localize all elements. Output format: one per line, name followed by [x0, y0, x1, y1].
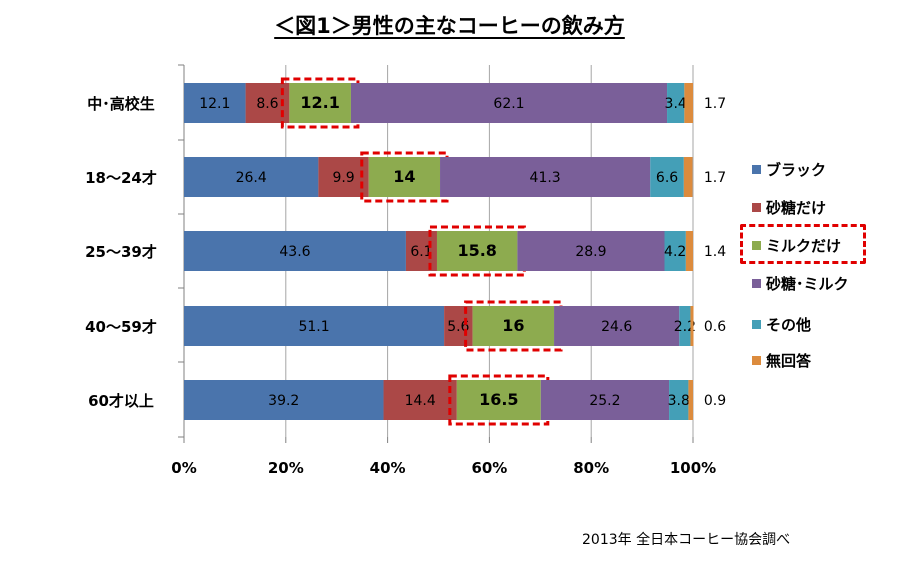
data-label: 43.6 — [279, 244, 310, 260]
legend-highlight-box — [740, 224, 866, 264]
data-label: 12.1 — [199, 96, 230, 112]
legend-swatch-sugar-milk — [752, 279, 761, 288]
data-label: 4.2 — [664, 244, 686, 260]
bar-segment — [368, 157, 441, 197]
bar-segment — [669, 380, 689, 420]
legend-label-other: その他 — [766, 316, 812, 334]
data-label: 41.3 — [530, 170, 561, 186]
data-label: 6.6 — [656, 170, 678, 186]
x-tick-label: 0% — [171, 459, 196, 477]
bar-segment — [683, 157, 693, 197]
bar-segment — [184, 380, 384, 420]
data-label: 62.1 — [493, 96, 524, 112]
bar-segment — [684, 83, 693, 123]
data-label: 25.2 — [589, 393, 620, 409]
highlight-box — [360, 151, 449, 203]
data-label: 6.1 — [410, 244, 432, 260]
highlight-box — [464, 300, 563, 352]
bar-segment — [440, 157, 651, 197]
x-tick-label: 20% — [268, 459, 304, 477]
data-label: 16.5 — [479, 390, 518, 409]
legend-label-sugar-milk: 砂糖･ミルク — [766, 275, 849, 293]
source-note: 2013年 全日本コーヒー協会調べ — [582, 532, 791, 548]
highlight-box — [428, 225, 526, 277]
bar-segment — [685, 231, 693, 271]
data-label: 9.9 — [332, 170, 354, 186]
legend-swatch-no-answer — [752, 356, 761, 365]
bar-segment — [383, 380, 457, 420]
data-label: 51.1 — [298, 319, 329, 335]
data-label: 24.6 — [601, 319, 632, 335]
data-label: 14 — [393, 167, 415, 186]
bar-segment — [184, 231, 406, 271]
legend-label-black: ブラック — [766, 161, 827, 179]
bar-segment — [436, 231, 518, 271]
data-label: 5.6 — [447, 319, 469, 335]
bar-segment — [289, 83, 351, 123]
bar-segment — [456, 380, 541, 420]
bar-segment — [554, 306, 680, 346]
data-label: 3.8 — [668, 393, 690, 409]
bar-segment — [184, 83, 246, 123]
bar-segment — [517, 231, 665, 271]
data-label: 1.7 — [704, 170, 726, 186]
data-label: 12.1 — [300, 93, 339, 112]
data-label: 1.7 — [704, 96, 726, 112]
legend-swatch-milk — [752, 241, 761, 250]
bar-segment — [690, 306, 694, 346]
bar-segment — [650, 157, 684, 197]
bar-segment — [350, 83, 668, 123]
x-tick-label: 40% — [370, 459, 406, 477]
legend-swatch-sugar — [752, 203, 761, 212]
category-label: 40～59才 — [85, 318, 157, 336]
bar-segment — [184, 306, 445, 346]
data-label: 8.6 — [256, 96, 278, 112]
bar-segment — [184, 157, 319, 197]
data-label: 28.9 — [575, 244, 606, 260]
x-tick-label: 80% — [573, 459, 609, 477]
bar-segment — [540, 380, 670, 420]
x-tick-label: 60% — [471, 459, 507, 477]
legend-swatch-other — [752, 320, 761, 329]
data-label: 14.4 — [405, 393, 436, 409]
chart-title: ＜図1＞男性の主なコーヒーの飲み方 — [0, 10, 899, 40]
data-label: 26.4 — [236, 170, 267, 186]
data-label: 0.9 — [704, 393, 726, 409]
legend-swatch-black — [752, 165, 761, 174]
data-label: 15.8 — [457, 241, 496, 260]
bar-segment — [472, 306, 555, 346]
x-tick-label: 100% — [670, 459, 716, 477]
bar-segment — [667, 83, 685, 123]
category-label: 60才以上 — [88, 392, 154, 410]
data-label: 39.2 — [268, 393, 299, 409]
bar-segment — [444, 306, 473, 346]
data-label: 2.2 — [674, 319, 696, 335]
data-label: 0.6 — [704, 319, 726, 335]
bar-segment — [664, 231, 686, 271]
legend-label-milk: ミルクだけ — [766, 237, 842, 255]
category-label: 中･高校生 — [87, 95, 155, 113]
chart-title-text: ＜図1＞男性の主なコーヒーの飲み方 — [274, 14, 625, 38]
bar-segment — [679, 306, 691, 346]
legend-label-sugar: 砂糖だけ — [766, 199, 827, 217]
category-label: 25～39才 — [85, 243, 157, 261]
data-label: 16 — [502, 316, 524, 335]
bar-segment — [405, 231, 437, 271]
data-label: 3.4 — [665, 96, 687, 112]
bar-segment — [688, 380, 693, 420]
data-label: 1.4 — [704, 244, 726, 260]
category-label: 18～24才 — [85, 169, 157, 187]
legend-label-no-answer: 無回答 — [766, 352, 812, 370]
